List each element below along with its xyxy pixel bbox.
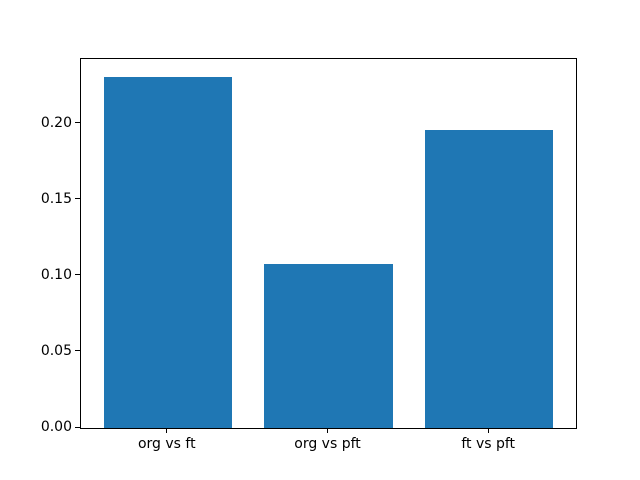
x-tick-mark	[487, 428, 489, 433]
plot-area	[80, 58, 577, 429]
x-tick-mark	[327, 428, 328, 433]
bar-org-vs-ft	[103, 76, 233, 428]
y-tick-mark	[75, 198, 80, 200]
y-tick-label: 0.15	[40, 190, 72, 207]
x-tick-mark	[166, 428, 168, 433]
y-tick-mark	[75, 426, 80, 428]
y-tick-label: 0.10	[40, 266, 72, 283]
y-tick-label: 0.20	[40, 114, 72, 131]
y-tick-label: 0.05	[40, 342, 72, 359]
bar-org-vs-pft	[264, 263, 393, 428]
y-tick-label: 0.00	[40, 419, 72, 435]
x-tick-label: ft vs pft	[461, 436, 516, 452]
y-tick-mark	[75, 122, 80, 124]
x-tick-label: org vs ft	[137, 436, 196, 452]
y-tick-mark	[75, 350, 80, 352]
y-tick-mark	[75, 274, 80, 276]
bar-ft-vs-pft	[424, 129, 554, 428]
x-tick-label: org vs pft	[294, 436, 361, 452]
